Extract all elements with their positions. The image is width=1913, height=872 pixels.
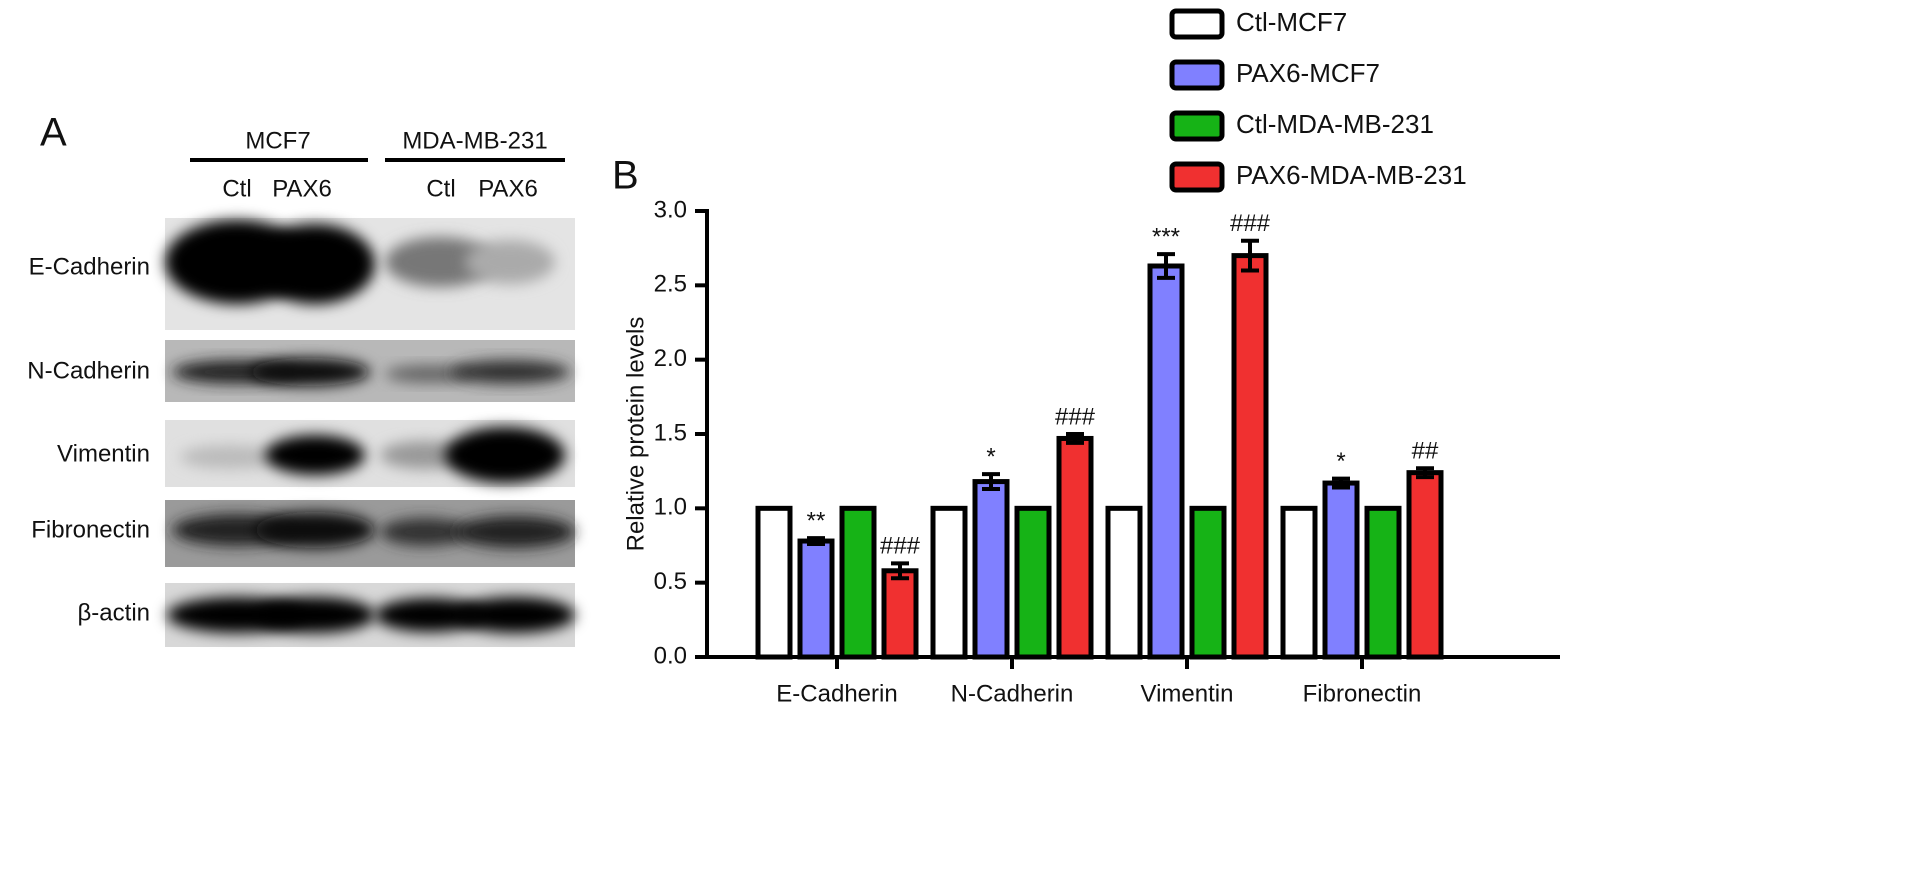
legend-label: Ctl-MCF7 bbox=[1236, 7, 1347, 37]
x-tick-label: E-Cadherin bbox=[776, 680, 897, 707]
bar bbox=[839, 505, 877, 660]
error-bar bbox=[891, 561, 909, 581]
bar bbox=[1014, 505, 1052, 660]
y-tick-label: 2.0 bbox=[654, 345, 687, 372]
protein-label: β-actin bbox=[78, 599, 151, 626]
y-tick-label: 3.0 bbox=[654, 196, 687, 223]
panel-label: A bbox=[40, 111, 67, 155]
protein-label: Fibronectin bbox=[31, 516, 150, 543]
y-tick-label: 0.0 bbox=[654, 642, 687, 669]
lane-label: Ctl bbox=[426, 175, 455, 202]
error-bar bbox=[807, 536, 825, 547]
bar bbox=[972, 479, 1010, 660]
legend-label: PAX6-MCF7 bbox=[1236, 58, 1380, 88]
blot bbox=[165, 420, 575, 487]
y-tick-label: 1.5 bbox=[654, 419, 687, 446]
significance-label: * bbox=[1336, 448, 1345, 475]
error-bar bbox=[1332, 476, 1350, 490]
group-label: MDA-MB-231 bbox=[402, 127, 547, 154]
error-bar bbox=[1241, 238, 1259, 273]
blot bbox=[165, 340, 575, 402]
x-tick-label: Vimentin bbox=[1141, 680, 1234, 707]
significance-label: ### bbox=[1055, 403, 1096, 430]
significance-label: ### bbox=[1230, 210, 1271, 237]
significance-label: ** bbox=[807, 507, 826, 534]
protein-label: Vimentin bbox=[57, 440, 150, 467]
lane-label: PAX6 bbox=[478, 175, 538, 202]
panel-b: B Relative protein levels 0.0 0.5 1.0 1.5 2.… bbox=[612, 7, 1560, 707]
bar bbox=[1147, 263, 1185, 660]
bar bbox=[755, 505, 793, 660]
protein-label: N-Cadherin bbox=[27, 357, 150, 384]
error-bar bbox=[1157, 252, 1175, 280]
bar bbox=[1056, 435, 1094, 660]
protein-label: E-Cadherin bbox=[29, 253, 150, 280]
y-axis-label: Relative protein levels bbox=[622, 317, 649, 552]
x-tick-label: Fibronectin bbox=[1303, 680, 1422, 707]
bar bbox=[1189, 505, 1227, 660]
bar bbox=[1364, 505, 1402, 660]
blot bbox=[165, 500, 575, 567]
panel-a: A MCF7 MDA-MB-231 Ctl PAX6 Ctl PAX6 E-Ca… bbox=[27, 111, 575, 647]
significance-label: ### bbox=[880, 533, 921, 560]
bar bbox=[881, 568, 919, 660]
legend-swatch bbox=[1169, 8, 1225, 40]
lane-label: PAX6 bbox=[272, 175, 332, 202]
legend-label: PAX6-MDA-MB-231 bbox=[1236, 160, 1467, 190]
legend-swatch bbox=[1169, 59, 1225, 91]
significance-label: * bbox=[986, 443, 995, 470]
bar bbox=[1406, 470, 1444, 660]
error-bar bbox=[982, 472, 1000, 492]
legend-swatch bbox=[1169, 110, 1225, 142]
error-bar bbox=[1066, 432, 1084, 445]
bar bbox=[1231, 253, 1269, 660]
lane-label: Ctl bbox=[222, 175, 251, 202]
bar bbox=[1322, 480, 1360, 660]
blot bbox=[165, 583, 575, 647]
panel-label: B bbox=[612, 154, 639, 198]
legend-label: Ctl-MDA-MB-231 bbox=[1236, 109, 1434, 139]
bar bbox=[1280, 505, 1318, 660]
y-tick-label: 0.5 bbox=[654, 568, 687, 595]
blot bbox=[165, 218, 575, 330]
y-tick-label: 2.5 bbox=[654, 271, 687, 298]
bar bbox=[1105, 505, 1143, 660]
y-tick-label: 1.0 bbox=[654, 494, 687, 521]
error-bar bbox=[1416, 466, 1434, 480]
significance-label: ## bbox=[1412, 438, 1439, 465]
bar bbox=[797, 538, 835, 660]
group-label: MCF7 bbox=[245, 127, 310, 154]
x-tick-label: N-Cadherin bbox=[951, 680, 1074, 707]
significance-label: *** bbox=[1152, 223, 1180, 250]
bar bbox=[930, 505, 968, 660]
legend-swatch bbox=[1169, 161, 1225, 193]
